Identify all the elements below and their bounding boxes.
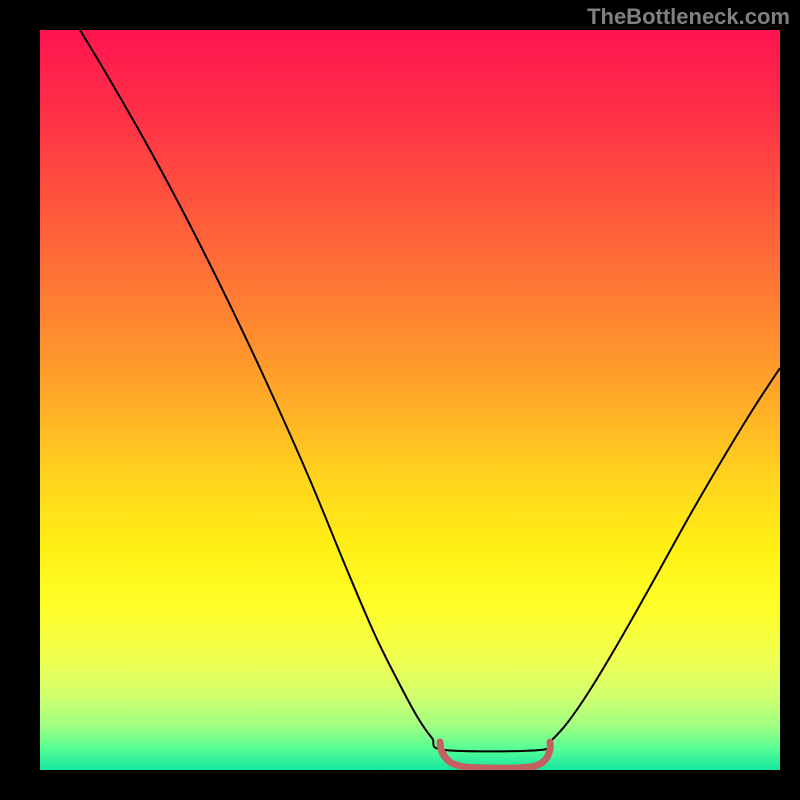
chart-container: TheBottleneck.com bbox=[0, 0, 800, 800]
plot-area bbox=[40, 30, 780, 770]
bottleneck-curve bbox=[80, 30, 780, 751]
bottom-bracket bbox=[440, 742, 550, 768]
watermark-text: TheBottleneck.com bbox=[587, 4, 790, 30]
curve-layer bbox=[40, 30, 780, 770]
